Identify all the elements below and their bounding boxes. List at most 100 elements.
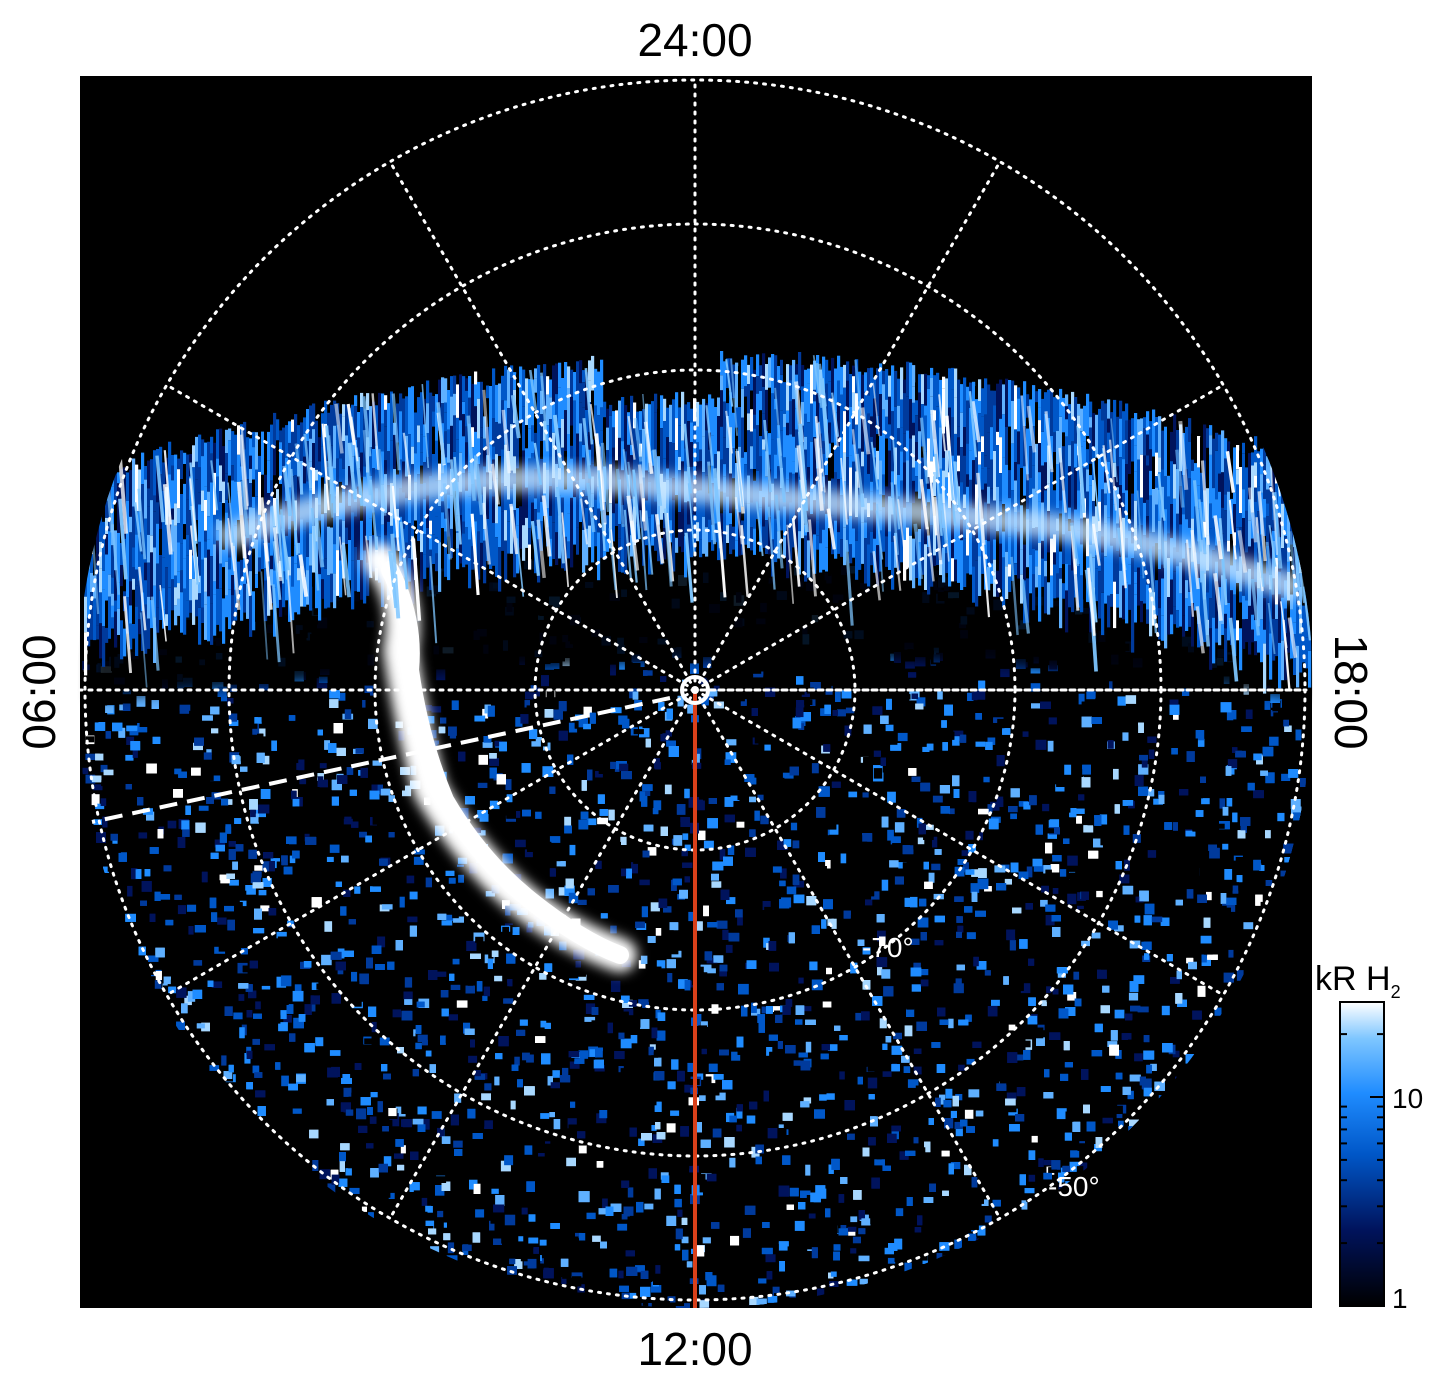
noise-speck xyxy=(440,717,447,724)
noise-speck xyxy=(911,984,921,992)
noise-speck xyxy=(885,707,895,718)
noise-speck xyxy=(578,819,589,830)
noise-speck xyxy=(638,1138,645,1146)
noise-speck xyxy=(315,1037,324,1047)
noise-speck xyxy=(212,819,218,830)
noise-speck xyxy=(343,781,350,788)
noise-speck xyxy=(1147,850,1157,858)
noise-speck xyxy=(758,1278,767,1284)
noise-speck xyxy=(1048,717,1057,725)
noise-speck xyxy=(489,800,500,810)
noise-speck xyxy=(1125,695,1137,704)
noise-speck xyxy=(91,794,100,806)
noise-speck xyxy=(955,1128,963,1137)
noise-speck xyxy=(437,1210,444,1218)
noise-speck xyxy=(160,894,171,900)
noise-speck xyxy=(1025,903,1033,910)
noise-speck xyxy=(894,822,905,833)
noise-speck xyxy=(321,954,332,966)
noise-speck xyxy=(1265,880,1273,886)
noise-speck xyxy=(211,981,223,988)
noise-speck xyxy=(917,837,925,845)
noise-speck xyxy=(661,983,670,990)
noise-speck xyxy=(889,860,899,868)
noise-speck xyxy=(687,704,696,714)
noise-speck xyxy=(1123,1092,1129,1101)
noise-speck xyxy=(167,820,177,829)
noise-speck xyxy=(741,1005,748,1017)
noise-speck xyxy=(524,1145,533,1155)
noise-speck xyxy=(762,901,771,910)
noise-speck xyxy=(1227,759,1238,769)
noise-speck xyxy=(1206,891,1212,901)
noise-speck xyxy=(1117,696,1126,706)
noise-speck xyxy=(887,791,896,803)
noise-speck xyxy=(811,763,819,774)
noise-speck xyxy=(975,1225,986,1236)
noise-speck xyxy=(1059,869,1067,877)
noise-speck xyxy=(489,1220,495,1231)
noise-speck xyxy=(332,749,341,758)
noise-speck xyxy=(233,1012,243,1020)
noise-speck xyxy=(729,1115,737,1123)
noise-speck xyxy=(564,885,575,896)
noise-speck xyxy=(935,1097,941,1107)
noise-speck xyxy=(402,785,412,797)
noise-speck xyxy=(1018,859,1025,868)
noise-speck xyxy=(1192,789,1203,799)
noise-speck xyxy=(154,980,162,989)
noise-speck xyxy=(666,944,674,952)
noise-speck xyxy=(950,1162,961,1170)
noise-speck xyxy=(518,1236,525,1242)
noise-speck xyxy=(816,1044,822,1050)
noise-speck xyxy=(657,1012,666,1021)
noise-speck xyxy=(845,707,855,714)
noise-speck xyxy=(749,682,758,690)
noise-speck xyxy=(567,1118,577,1129)
noise-speck xyxy=(1031,1135,1038,1143)
noise-speck xyxy=(905,661,915,669)
noise-speck xyxy=(494,975,503,982)
noise-speck xyxy=(822,1001,832,1008)
noise-speck xyxy=(792,840,800,849)
noise-speck xyxy=(1235,857,1246,863)
noise-speck xyxy=(281,1075,289,1087)
noise-speck xyxy=(681,1279,693,1288)
noise-speck xyxy=(954,1121,963,1129)
noise-speck xyxy=(510,1083,522,1094)
noise-speck xyxy=(917,969,929,976)
noise-speck xyxy=(203,752,212,760)
noise-speck xyxy=(738,983,749,995)
noise-speck xyxy=(1116,1112,1123,1119)
noise-speck xyxy=(966,1058,975,1065)
noise-speck xyxy=(892,1161,904,1168)
noise-speck xyxy=(638,999,649,1005)
noise-speck xyxy=(280,1010,287,1020)
noise-speck xyxy=(510,1100,516,1110)
noise-speck xyxy=(1222,806,1229,816)
noise-speck xyxy=(701,940,712,947)
noise-speck xyxy=(1048,820,1056,829)
noise-speck xyxy=(1045,1014,1054,1024)
noise-speck xyxy=(939,1094,946,1105)
noise-speck xyxy=(819,1094,827,1101)
noise-speck xyxy=(371,1021,377,1033)
noise-speck xyxy=(1023,801,1031,810)
noise-speck xyxy=(1008,1024,1016,1031)
noise-speck xyxy=(677,1209,683,1217)
noise-speck xyxy=(720,715,727,723)
noise-speck xyxy=(1133,975,1145,984)
noise-speck xyxy=(1078,693,1085,705)
noise-speck xyxy=(82,767,89,775)
noise-speck xyxy=(1151,896,1159,905)
noise-speck xyxy=(904,1262,912,1272)
noise-speck xyxy=(1118,1120,1124,1127)
noise-speck xyxy=(425,905,432,911)
noise-speck xyxy=(894,876,904,885)
noise-speck xyxy=(867,1077,878,1089)
noise-speck xyxy=(651,1125,657,1131)
noise-speck xyxy=(694,748,702,760)
noise-speck xyxy=(361,871,368,879)
noise-speck xyxy=(1063,838,1070,844)
noise-speck xyxy=(1222,843,1229,850)
